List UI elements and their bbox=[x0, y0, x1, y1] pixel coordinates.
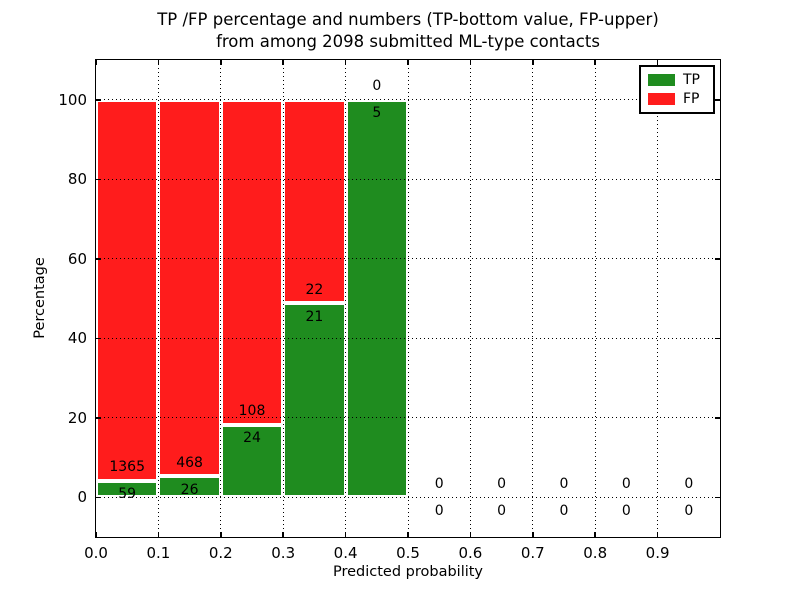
legend: TP FP bbox=[639, 65, 715, 114]
x-tick-mark-top bbox=[407, 60, 409, 65]
x-tick-label: 0.4 bbox=[333, 544, 358, 562]
x-tick-mark bbox=[95, 532, 97, 537]
tp-count-label: 21 bbox=[305, 308, 324, 325]
x-tick-mark bbox=[407, 532, 409, 537]
fp-count-label: 0 bbox=[621, 475, 631, 492]
chart-title-line2: from among 2098 submitted ML-type contac… bbox=[216, 32, 600, 51]
legend-item-tp: TP bbox=[641, 73, 713, 87]
x-tick-mark-top bbox=[594, 60, 596, 65]
y-tick-label: 60 bbox=[67, 249, 87, 268]
bar-segment-tp bbox=[158, 476, 221, 498]
bar-segment-fp bbox=[220, 99, 284, 425]
tp-count-label: 59 bbox=[118, 486, 137, 503]
y-axis-title: Percentage bbox=[32, 257, 48, 339]
tp-count-label: 0 bbox=[621, 502, 631, 519]
y-tick-label: 100 bbox=[58, 90, 87, 109]
x-tick-mark bbox=[594, 532, 596, 537]
x-tick-mark bbox=[344, 532, 347, 537]
y-tick-mark bbox=[96, 417, 101, 419]
x-tick-label: 0.5 bbox=[396, 544, 420, 562]
x-tick-mark-top bbox=[157, 60, 160, 65]
y-tick-mark bbox=[96, 496, 101, 498]
x-tick-mark bbox=[157, 532, 160, 537]
y-tick-mark-right bbox=[715, 99, 720, 101]
x-axis-title: Predicted probability bbox=[332, 564, 484, 580]
gridline-v bbox=[469, 60, 471, 537]
tp-count-label: 5 bbox=[372, 105, 382, 122]
fp-count-label: 0 bbox=[497, 475, 507, 492]
y-tick-mark-right bbox=[715, 337, 720, 339]
x-tick-label: 0.6 bbox=[458, 544, 483, 562]
x-tick-label: 0.0 bbox=[84, 544, 108, 562]
fp-count-label: 0 bbox=[372, 78, 382, 95]
legend-label-fp: FP bbox=[683, 91, 700, 107]
y-tick-label: 40 bbox=[67, 329, 87, 348]
y-tick-mark-right bbox=[715, 417, 720, 419]
x-tick-label: 0.7 bbox=[520, 544, 545, 562]
tp-count-label: 0 bbox=[434, 502, 444, 519]
bar-segment-fp bbox=[96, 99, 159, 481]
tp-count-label: 0 bbox=[497, 502, 507, 519]
fp-count-label: 0 bbox=[559, 475, 569, 492]
bar-segment-tp bbox=[283, 303, 346, 498]
gridline-v bbox=[657, 60, 659, 537]
bar-segment-tp bbox=[220, 424, 284, 498]
fp-count-label: 468 bbox=[176, 454, 203, 471]
y-tick-mark bbox=[96, 258, 101, 260]
x-tick-mark bbox=[220, 532, 222, 537]
fp-count-label: 0 bbox=[434, 475, 444, 492]
legend-label-tp: TP bbox=[683, 72, 700, 88]
tp-count-label: 26 bbox=[180, 481, 199, 498]
chart-title: TP /FP percentage and numbers (TP-bottom… bbox=[96, 9, 720, 53]
y-tick-mark-right bbox=[715, 258, 720, 260]
x-tick-mark-top bbox=[344, 60, 347, 65]
tp-count-label: 0 bbox=[559, 502, 569, 519]
fp-count-label: 0 bbox=[684, 475, 694, 492]
x-tick-label: 0.9 bbox=[645, 544, 670, 562]
y-tick-mark-right bbox=[715, 496, 720, 498]
legend-swatch-fp-icon bbox=[648, 93, 675, 105]
bar-segment-fp bbox=[283, 99, 346, 304]
tp-count-label: 24 bbox=[243, 430, 261, 447]
y-tick-mark bbox=[96, 337, 101, 339]
y-tick-label: 20 bbox=[67, 408, 87, 427]
y-tick-mark bbox=[96, 99, 101, 101]
x-tick-mark-top bbox=[95, 60, 97, 65]
y-tick-mark-right bbox=[715, 178, 720, 180]
fp-count-label: 108 bbox=[238, 403, 266, 420]
gridline-v bbox=[532, 60, 534, 537]
y-tick-label: 80 bbox=[67, 170, 87, 189]
x-tick-mark bbox=[656, 532, 659, 537]
x-tick-mark bbox=[469, 532, 472, 537]
chart-title-line1: TP /FP percentage and numbers (TP-bottom… bbox=[157, 10, 659, 29]
x-tick-mark bbox=[532, 532, 534, 537]
y-tick-mark bbox=[96, 178, 101, 180]
fp-count-label: 1365 bbox=[109, 459, 146, 476]
x-tick-mark-top bbox=[469, 60, 472, 65]
legend-item-fp: FP bbox=[641, 92, 713, 106]
bar-segment-fp bbox=[158, 99, 221, 477]
x-tick-label: 0.8 bbox=[583, 544, 608, 562]
x-tick-label: 0.2 bbox=[208, 544, 233, 562]
legend-swatch-tp-icon bbox=[648, 74, 675, 86]
x-tick-mark bbox=[282, 532, 284, 537]
fp-count-label: 22 bbox=[305, 281, 324, 298]
bar-segment-tp bbox=[345, 99, 408, 498]
x-tick-label: 0.3 bbox=[271, 544, 296, 562]
x-tick-mark-top bbox=[282, 60, 284, 65]
x-tick-mark-top bbox=[220, 60, 222, 65]
x-tick-mark-top bbox=[532, 60, 534, 65]
x-tick-label: 0.1 bbox=[146, 544, 171, 562]
gridline-v bbox=[594, 60, 596, 537]
bar-segment-tp bbox=[96, 480, 159, 498]
y-tick-label: 0 bbox=[77, 488, 87, 507]
tp-count-label: 0 bbox=[684, 502, 694, 519]
